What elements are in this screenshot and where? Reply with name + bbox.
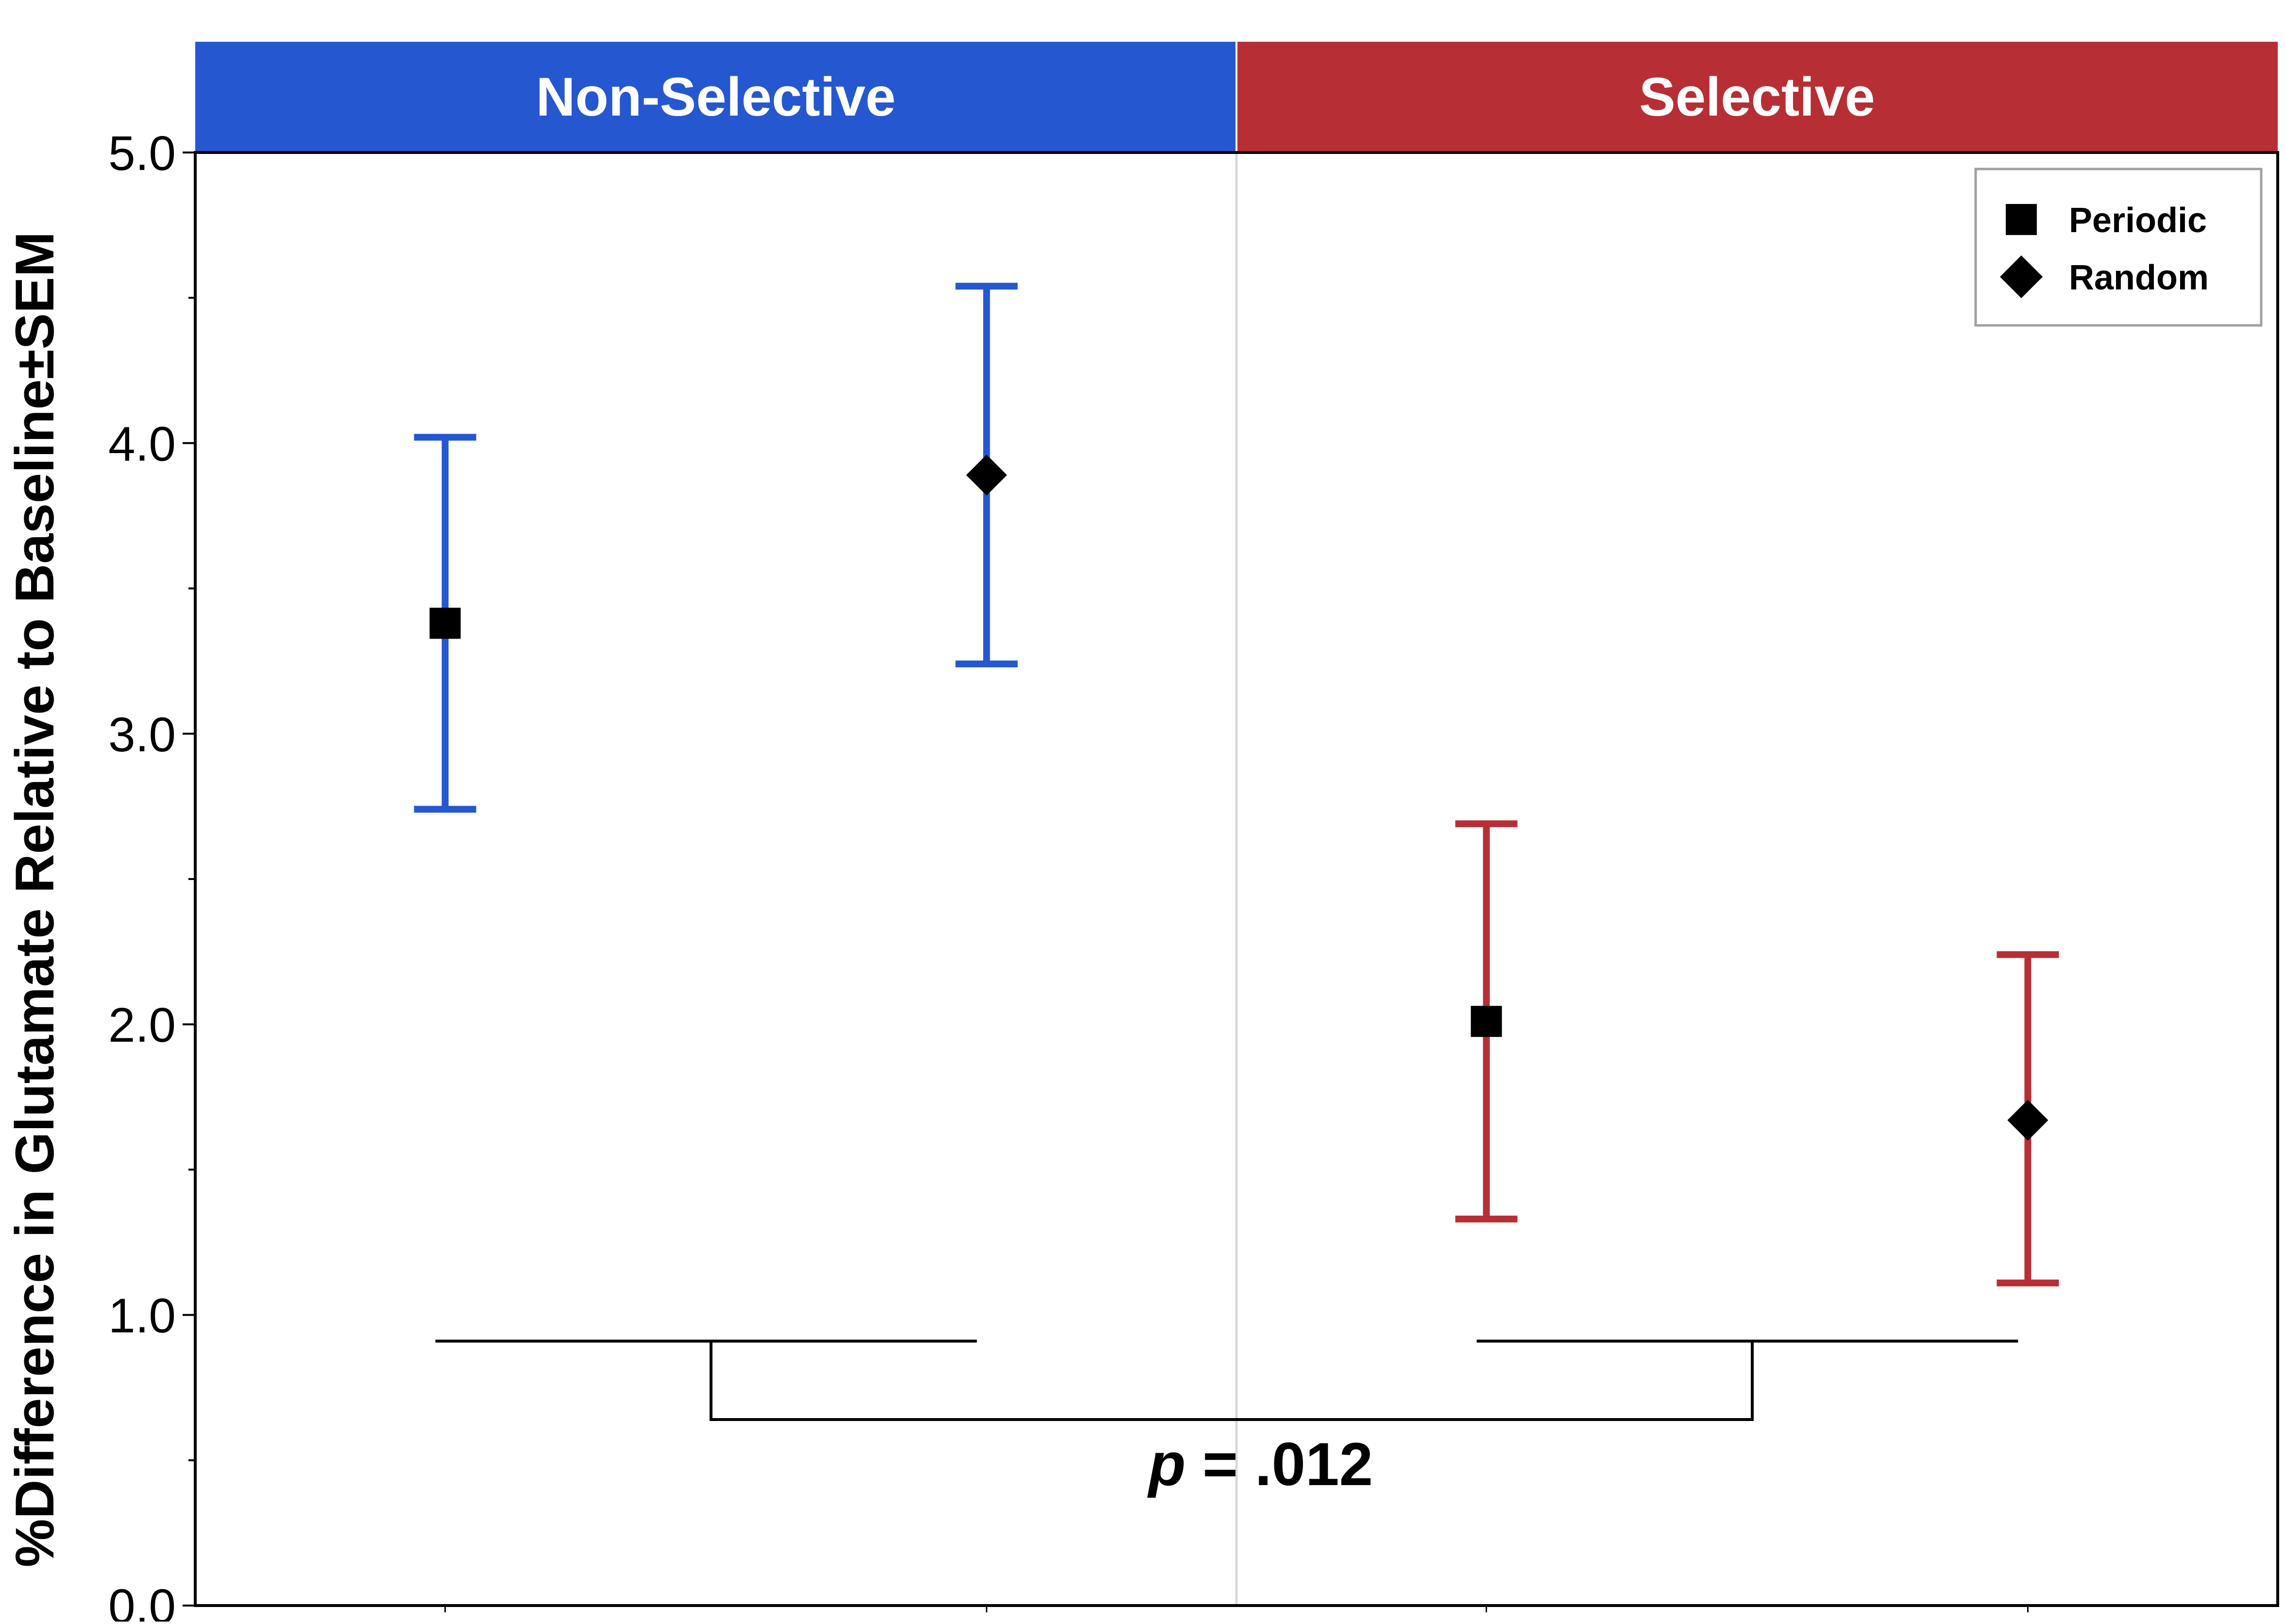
panel-headers: Non-Selective Selective [195,42,2278,152]
y-tick-label: 1.0 [108,1289,176,1343]
marker-random-panel0 [966,455,1007,496]
legend: Periodic Random [1974,168,2263,327]
panel-label-1: Selective [1639,67,1875,127]
panel-header-0 [195,42,1236,152]
y-tick-label: 4.0 [108,417,176,471]
x-axis [444,1606,2029,1612]
bracket-connector [710,1341,1754,1421]
y-tick-label: 0.0 [108,1579,176,1622]
data-marks [414,283,2059,1286]
marker-periodic-panel1 [1471,1006,1502,1037]
legend-box [1974,168,2263,327]
y-tick-label: 2.0 [108,998,176,1052]
y-axis-label-group: %Difference in Glutamate Relative to Bas… [4,232,65,1567]
legend-label-random: Random [2069,258,2209,297]
p-value-symbol: p [1147,1431,1185,1498]
panel-label-0: Non-Selective [536,67,896,127]
panel-header-1 [1236,42,2278,152]
y-axis: 0.0 1.0 2.0 3.0 4.0 5.0 [108,126,195,1624]
p-value-number: = .012 [1185,1431,1373,1498]
legend-marker-periodic [2006,204,2037,235]
p-value-label: p = .012 [1147,1431,1373,1498]
marker-random-panel1 [2007,1100,2048,1141]
legend-marker-random [2000,255,2043,298]
y-axis-label: %Difference in Glutamate Relative to Bas… [4,232,65,1567]
legend-label-periodic: Periodic [2069,201,2207,240]
significance-annotation: p = .012 [435,1339,2018,1498]
marker-periodic-panel0 [429,608,461,639]
y-tick-label: 5.0 [108,126,176,181]
y-tick-label: 3.0 [108,708,176,762]
